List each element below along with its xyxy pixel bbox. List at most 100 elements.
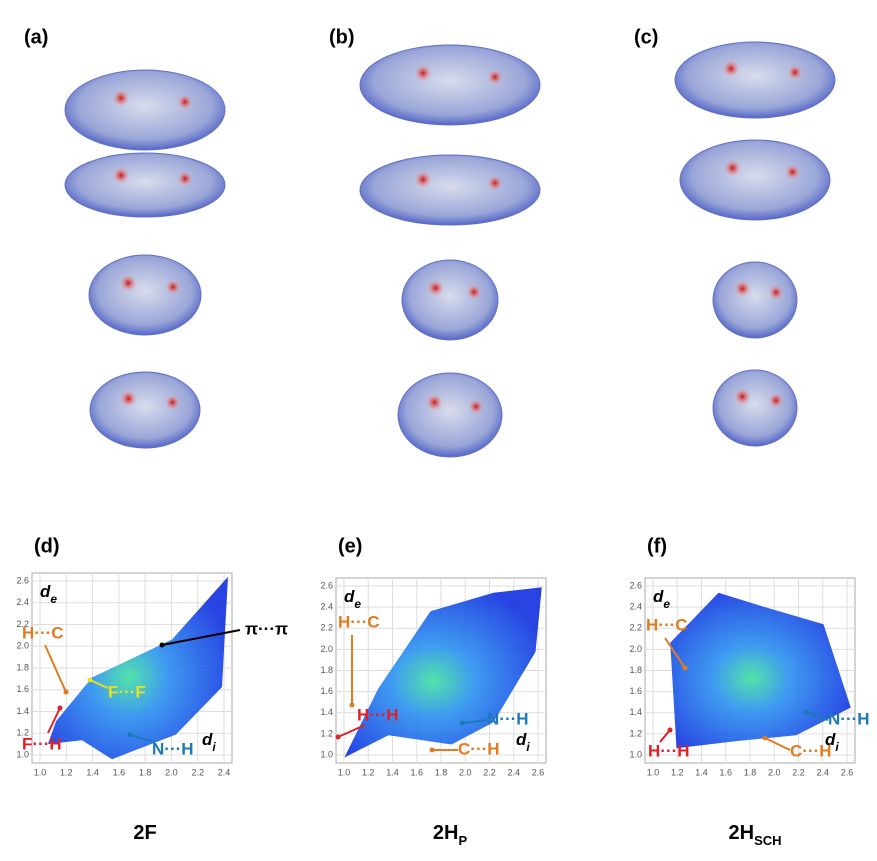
red-spot: [723, 159, 742, 177]
red-spot: [112, 166, 130, 185]
y-tick-label: 1.4: [16, 706, 29, 716]
surface: [64, 152, 226, 218]
y-tick-label: 2.4: [629, 602, 642, 612]
y-tick-label: 1.4: [629, 707, 642, 717]
red-spot: [425, 393, 444, 412]
y-tick-label: 1.8: [629, 665, 642, 675]
hirshfeld-surface: [359, 154, 541, 226]
y-axis-label: de: [40, 582, 57, 606]
arrow: [461, 719, 488, 724]
x-tick-label: 2.4: [507, 767, 520, 777]
arrow-head: [667, 727, 673, 733]
red-spot: [112, 89, 130, 107]
y-tick-label: 1.2: [629, 728, 642, 738]
hirshfeld-surface: [64, 152, 226, 218]
x-tick-label: 2.4: [816, 767, 829, 777]
y-tick-label: 2.6: [16, 575, 29, 585]
red-spot: [164, 394, 181, 411]
surface: [64, 69, 226, 151]
y-tick-label: 1.2: [320, 728, 333, 738]
annotation: H···C: [646, 615, 688, 634]
panel-label: (b): [329, 26, 355, 48]
y-tick-label: 2.2: [16, 619, 29, 629]
red-spot: [177, 94, 193, 110]
x-tick-label: 1.0: [34, 767, 47, 777]
symbol: d: [653, 587, 664, 606]
compound-name: 2H: [728, 822, 754, 844]
y-tick-label: 2.4: [16, 597, 29, 607]
annotation: C···H: [790, 741, 832, 760]
surface: [679, 139, 831, 221]
annotation: H···C: [22, 623, 64, 642]
arrow: [44, 644, 67, 693]
x-axis-label: di: [825, 730, 839, 754]
y-tick-label: 1.8: [16, 662, 29, 672]
y-tick-label: 2.4: [320, 602, 333, 612]
hirshfeld-surface: [64, 69, 226, 151]
compound-label: 2HP: [433, 822, 468, 848]
annotation: N···H: [828, 709, 870, 728]
x-tick-label: 2.4: [218, 767, 231, 777]
fingerprint-cloud: [344, 587, 542, 758]
x-tick-label: 2.6: [841, 767, 854, 777]
red-spot: [414, 64, 432, 82]
symbol: d: [344, 587, 355, 606]
red-spot: [466, 284, 482, 300]
red-spot: [733, 279, 752, 298]
surface: [89, 371, 201, 449]
arrow: [129, 734, 156, 743]
surface: [359, 44, 541, 126]
arrow: [161, 629, 241, 646]
x-tick-label: 1.8: [139, 767, 152, 777]
y-tick-label: 2.6: [629, 580, 642, 590]
compound-name: 2H: [433, 822, 459, 844]
subscript: i: [212, 740, 216, 754]
compound-subscript: P: [458, 833, 467, 848]
red-spot: [487, 69, 503, 85]
symbol: d: [516, 730, 527, 749]
x-tick-label: 2.2: [483, 767, 496, 777]
y-tick-label: 1.2: [16, 728, 29, 738]
arrow-head: [127, 732, 133, 738]
red-spot: [787, 64, 803, 81]
arrow: [659, 729, 671, 743]
symbol: d: [202, 730, 213, 749]
subscript: i: [835, 740, 839, 754]
surface: [712, 369, 798, 447]
y-axis-label: de: [653, 587, 670, 611]
x-tick-label: 1.0: [647, 767, 660, 777]
compound-label: 2HSCH: [728, 822, 781, 848]
x-tick-label: 1.2: [60, 767, 73, 777]
fingerprint-cloud: [48, 576, 228, 760]
arrow-head: [87, 677, 93, 683]
x-axis-label: di: [202, 730, 216, 754]
y-tick-label: 2.6: [320, 580, 333, 590]
arrow: [664, 637, 686, 669]
x-tick-label: 1.6: [113, 767, 126, 777]
x-tick-label: 1.2: [671, 767, 684, 777]
panel-label: (a): [24, 26, 48, 48]
y-tick-label: 1.6: [320, 686, 333, 696]
annotation: N···H: [487, 709, 529, 728]
panel-label: (c): [634, 26, 658, 48]
y-tick-label: 2.0: [629, 644, 642, 654]
surface: [712, 261, 798, 339]
surface: [359, 154, 541, 226]
y-tick-label: 1.0: [629, 749, 642, 759]
red-spot: [768, 284, 784, 301]
arrow-head: [335, 734, 341, 740]
y-tick-label: 1.0: [16, 749, 29, 759]
x-tick-label: 2.2: [191, 767, 204, 777]
x-tick-label: 2.2: [792, 767, 805, 777]
arrow: [764, 737, 791, 751]
subscript: e: [663, 597, 670, 611]
x-tick-label: 2.0: [768, 767, 781, 777]
hirshfeld-surface: [88, 254, 202, 336]
subscript: e: [354, 597, 361, 611]
x-axis-label: di: [516, 730, 530, 754]
symbol: d: [825, 730, 836, 749]
annotation: H···H: [648, 741, 690, 760]
x-tick-label: 2.0: [459, 767, 472, 777]
hirshfeld-surface: [674, 41, 836, 119]
x-tick-label: 1.4: [86, 767, 99, 777]
